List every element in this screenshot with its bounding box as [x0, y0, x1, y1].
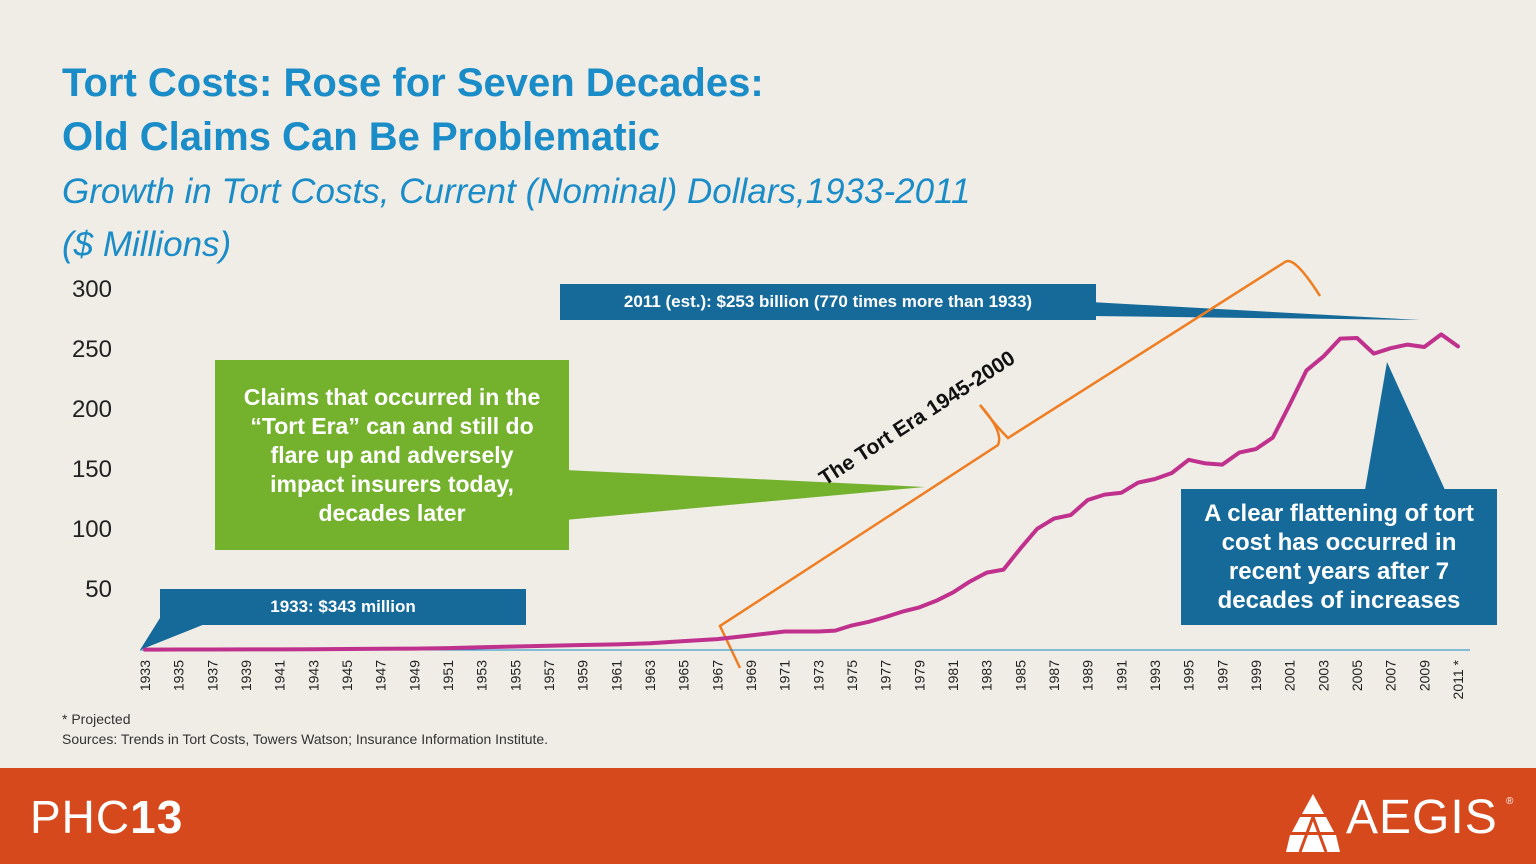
y-tick-label: 100: [71, 516, 112, 543]
callout-start: 1933: $343 million: [160, 589, 526, 625]
footnote: * Projected: [62, 711, 131, 727]
y-tick-label: 50: [85, 576, 112, 603]
aegis-pyramid-icon: [1286, 794, 1340, 853]
callout-flatten-pointer: [1365, 362, 1445, 490]
x-tick-label: 1999: [1248, 660, 1264, 691]
x-tick-label: 1937: [204, 660, 220, 691]
series-group: [143, 332, 1460, 652]
subtitle-line-1: Growth in Tort Costs, Current (Nominal) …: [62, 172, 971, 211]
y-tick-label: 200: [71, 396, 112, 423]
x-tick-label: 1973: [810, 660, 826, 691]
x-tick-label: 1985: [1012, 660, 1028, 691]
x-tick-label: 1989: [1080, 660, 1096, 691]
x-tick-label: 1943: [305, 660, 321, 691]
x-tick-label: 2001: [1282, 660, 1298, 691]
callout-claims-pointer: [565, 470, 925, 520]
x-tick-label: 1981: [945, 660, 961, 691]
x-tick-label: 1969: [743, 660, 759, 691]
title-line-2: Old Claims Can Be Problematic: [62, 115, 660, 159]
aegis-logo: AEGIS: [1346, 791, 1498, 844]
registered-mark: ®: [1506, 796, 1514, 807]
phc-logo: PHC13: [30, 790, 183, 844]
x-tick-label: 1953: [474, 660, 490, 691]
x-tick-label: 1971: [777, 660, 793, 691]
x-tick-label: 1961: [608, 660, 624, 691]
callout-end: 2011 (est.): $253 billion (770 times mor…: [560, 284, 1096, 320]
x-tick-label: 2009: [1416, 660, 1432, 691]
y-tick-label: 300: [71, 276, 112, 303]
x-tick-label: 1967: [709, 660, 725, 691]
x-tick-label: 1949: [406, 660, 422, 691]
x-tick-label: 1991: [1113, 660, 1129, 691]
x-tick-label: 1995: [1181, 660, 1197, 691]
y-tick-label: 250: [71, 336, 112, 363]
x-tick-label: 1957: [541, 660, 557, 691]
subtitle-line-2: ($ Millions): [62, 225, 232, 264]
x-tick-label: 1955: [507, 660, 523, 691]
x-tick-label: 1945: [339, 660, 355, 691]
callout-flatten: A clear flattening of tort cost has occu…: [1181, 489, 1497, 625]
x-tick-label: 2003: [1315, 660, 1331, 691]
x-tick-label: 1935: [171, 660, 187, 691]
x-tick-label: 1941: [272, 660, 288, 691]
x-tick-label: 1987: [1046, 660, 1062, 691]
x-tick-label: 2011 *: [1450, 659, 1466, 699]
sources: Sources: Trends in Tort Costs, Towers Wa…: [62, 731, 549, 747]
x-tick-label: 1997: [1214, 660, 1230, 691]
x-axis: 1933 1935 1937 1939 1941 1943 1945 1947 1949 1951…: [137, 649, 1470, 699]
x-tick-label: 1959: [575, 660, 591, 691]
x-tick-label: 1965: [676, 660, 692, 691]
chart-canvas: The Tort Era 1945-2000 1933 1935 1937 1939 1…: [137, 259, 1470, 699]
x-tick-label: 1947: [373, 660, 389, 691]
tort-era-label: The Tort Era 1945-2000: [815, 347, 1019, 491]
x-tick-label: 1983: [979, 660, 995, 691]
x-tick-label: 1993: [1147, 660, 1163, 691]
x-tick-label: 1951: [440, 660, 456, 691]
x-tick-label: 1975: [844, 660, 860, 691]
callout-end-pointer: [1090, 302, 1420, 320]
callout-start-pointer: [140, 618, 220, 650]
series-line: [143, 332, 1460, 652]
x-tick-label: 1963: [642, 660, 658, 691]
footer-bar: [0, 768, 1536, 864]
x-tick-label: 1939: [238, 660, 254, 691]
x-tick-label: 1979: [911, 660, 927, 691]
phc-logo-number: 13: [130, 791, 184, 843]
callout-claims: Claims that occurred in the “Tort Era” c…: [215, 360, 569, 550]
title-line-1: Tort Costs: Rose for Seven Decades:: [62, 61, 764, 105]
y-tick-label: 150: [71, 456, 112, 483]
tort-era-bracket: [718, 259, 1322, 669]
phc-logo-text: PHC: [30, 791, 131, 843]
x-tick-label: 1933: [137, 660, 153, 691]
x-tick-label: 1977: [878, 660, 894, 691]
x-tick-label: 2007: [1383, 660, 1399, 691]
x-tick-label: 2005: [1349, 660, 1365, 691]
